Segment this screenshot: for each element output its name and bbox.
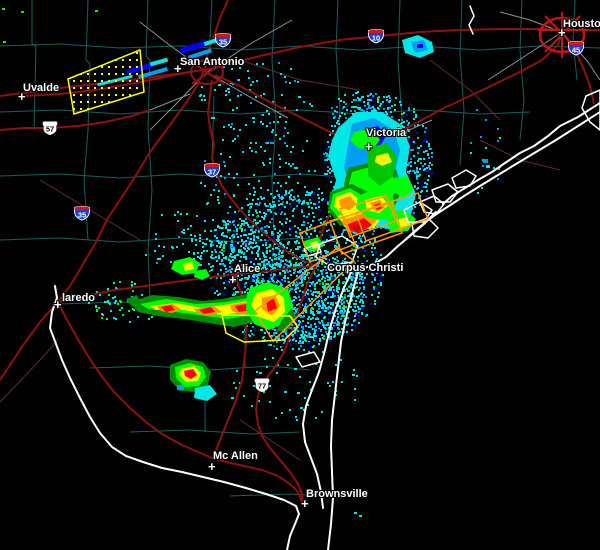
svg-text:57: 57 — [46, 125, 54, 134]
svg-text:35: 35 — [219, 38, 227, 47]
road-i35 — [57, 0, 229, 303]
radar-echo-layer — [97, 35, 490, 401]
city-marker-corpus-christi: + — [327, 261, 335, 276]
coastline-northeast — [442, 102, 600, 205]
city-marker-san-antonio: + — [174, 61, 182, 76]
road-tx44 — [57, 265, 317, 303]
city-label-victoria: Victoria — [366, 127, 407, 139]
city-marker-alice: + — [229, 272, 237, 287]
water-lines — [49, 5, 600, 550]
city-label-brownsville: Brownsville — [306, 488, 368, 500]
city-marker-houston: + — [558, 25, 566, 40]
city-marker-laredo: + — [54, 297, 62, 312]
svg-text:77: 77 — [258, 382, 266, 391]
warning-polygons-layer — [67, 48, 429, 343]
major-highways — [0, 0, 600, 503]
svg-text:45: 45 — [572, 46, 580, 55]
city-label-corpus-christi: Corpus Christi — [327, 262, 404, 274]
city-label-laredo: laredo — [62, 292, 96, 304]
aransas-bay — [403, 201, 433, 223]
san-antonio-loop — [190, 59, 225, 85]
warning-severe-box-alice — [221, 314, 299, 343]
urban-roads — [190, 12, 588, 85]
barrier-island-matagorda — [440, 111, 600, 212]
city-label-uvalde: Uvalde — [23, 82, 60, 94]
warning-severe-box-4 — [355, 192, 429, 242]
padre-island — [327, 271, 359, 550]
city-label-san-antonio: San Antonio — [180, 56, 245, 68]
city-marker-brownsville: + — [301, 496, 309, 511]
svg-text:10: 10 — [372, 34, 380, 43]
baffin-bay — [295, 351, 321, 368]
warning-severe-box-2 — [329, 202, 403, 255]
city-marker-victoria: + — [365, 139, 373, 154]
galveston-bay — [581, 89, 600, 131]
city-marker-mc-allen: + — [208, 459, 216, 474]
city-label-mc-allen: Mc Allen — [213, 450, 258, 462]
svg-text:37: 37 — [208, 168, 216, 177]
warning-severe-box-1 — [299, 216, 356, 263]
mustang-island — [357, 211, 437, 272]
road-i37 — [206, 79, 317, 267]
city-label-houston: Houston — [563, 18, 600, 30]
city-label-alice: Alice — [234, 263, 261, 275]
warning-watch-box-dotted — [67, 48, 145, 115]
road-us83 — [57, 301, 303, 503]
road-us59 — [367, 31, 563, 149]
svg-text:35: 35 — [78, 211, 86, 220]
rio-grande-river — [49, 285, 300, 550]
city-marker-uvalde: + — [18, 89, 26, 104]
coast-south-mainland — [302, 269, 353, 509]
warning-severe-box-3 — [339, 195, 397, 238]
